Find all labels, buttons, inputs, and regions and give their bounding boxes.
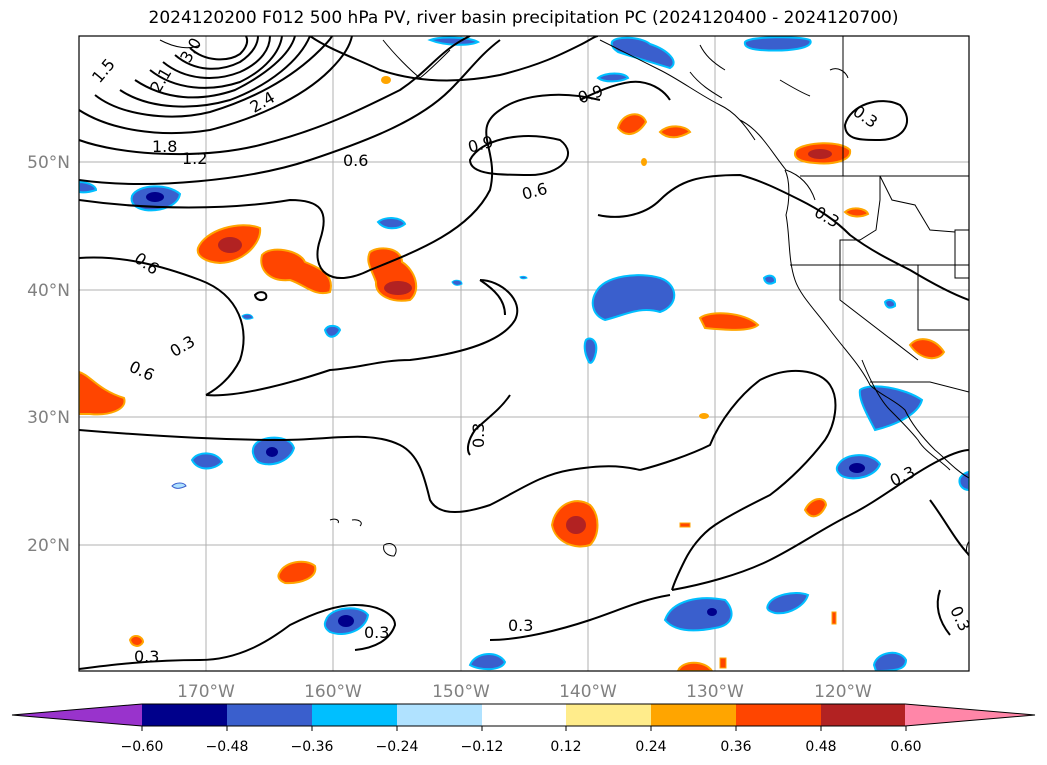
colorbar-extend-max bbox=[905, 704, 1035, 726]
pv-contours bbox=[79, 36, 969, 670]
lat-axis: 50°N 40°N 30°N 20°N bbox=[27, 153, 70, 556]
negative-anomaly-blob bbox=[323, 607, 370, 635]
lat-label: 40°N bbox=[27, 281, 70, 301]
colorbar-tick: 0.24 bbox=[635, 739, 666, 755]
colorbar-bin bbox=[821, 704, 907, 726]
map-title: 2024120200 F012 500 hPa PV, river basin … bbox=[148, 8, 899, 28]
positive-anomaly-blob bbox=[196, 224, 262, 265]
positive-anomaly-blob bbox=[794, 142, 852, 165]
contour-label: 0.3 bbox=[508, 616, 533, 635]
negative-anomaly-blob bbox=[663, 597, 733, 632]
lat-label: 50°N bbox=[27, 153, 70, 173]
colorbar-bin bbox=[312, 704, 398, 726]
positive-anomaly-blob bbox=[803, 498, 828, 518]
positive-anomaly-blob bbox=[908, 338, 946, 360]
positive-anomaly-blob bbox=[128, 76, 870, 671]
lon-label: 130°W bbox=[686, 682, 744, 702]
contour-label: 0.6 bbox=[343, 151, 368, 170]
positive-anomaly-blob bbox=[616, 113, 692, 139]
graticule bbox=[79, 36, 969, 671]
negative-anomaly-blob bbox=[858, 385, 924, 432]
lon-label: 150°W bbox=[432, 682, 490, 702]
lat-label: 20°N bbox=[27, 536, 70, 556]
lon-label: 170°W bbox=[177, 682, 235, 702]
negative-anomaly-blob bbox=[251, 436, 296, 466]
colorbar-bin bbox=[482, 704, 567, 726]
colorbar-bin bbox=[736, 704, 822, 726]
contour-label: 0.3 bbox=[134, 647, 159, 666]
positive-anomaly-blob bbox=[698, 312, 760, 331]
colorbar-tick: 0.36 bbox=[720, 739, 751, 755]
colorbar-extend-min bbox=[12, 704, 142, 726]
map-frame bbox=[78, 35, 970, 672]
colorbar-bin bbox=[566, 704, 652, 726]
lon-axis: 170°W 160°W 150°W 140°W 130°W 120°W bbox=[177, 682, 872, 702]
negative-anomaly-blob bbox=[190, 452, 224, 470]
colorbar-tick: −0.60 bbox=[121, 739, 164, 755]
negative-anomaly-blob bbox=[468, 651, 908, 671]
colorbar-tick: −0.12 bbox=[461, 739, 504, 755]
colorbar-tick: 0.60 bbox=[890, 739, 921, 755]
negative-anomaly-blob bbox=[835, 454, 882, 480]
colorbar-bin bbox=[227, 704, 313, 726]
political-borders bbox=[790, 36, 969, 393]
negative-anomaly-blob bbox=[591, 274, 676, 322]
precip-blobs bbox=[79, 36, 969, 671]
contour-label: 1.8 bbox=[152, 137, 177, 156]
negative-anomaly-blob bbox=[766, 592, 810, 615]
colorbar-bin bbox=[651, 704, 737, 726]
contour-label: 0.3 bbox=[364, 623, 389, 642]
map-panel: 1.5 2.1 3.0 2.4 1.8 1.2 0.6 0.9 0.9 0.6 … bbox=[78, 35, 970, 672]
lon-label: 140°W bbox=[559, 682, 617, 702]
colorbar-tick: −0.24 bbox=[376, 739, 419, 755]
colorbar-bin bbox=[142, 704, 228, 726]
colorbar: −0.60 −0.48 −0.36 −0.24 −0.12 0.12 0.24 … bbox=[11, 703, 1036, 755]
positive-anomaly-blob bbox=[260, 248, 332, 295]
negative-anomaly-blob bbox=[427, 36, 812, 83]
colorbar-tick: 0.48 bbox=[805, 739, 836, 755]
map-background bbox=[79, 36, 969, 671]
positive-anomaly-blob bbox=[277, 560, 317, 585]
colorbar-tick: 0.12 bbox=[550, 739, 581, 755]
negative-anomaly-blob bbox=[79, 180, 969, 492]
lon-label: 120°W bbox=[814, 682, 872, 702]
contour-label: 1.2 bbox=[182, 149, 207, 168]
lon-label: 160°W bbox=[304, 682, 362, 702]
positive-anomaly-blob bbox=[79, 370, 126, 416]
lat-label: 30°N bbox=[27, 408, 70, 428]
colorbar-tick: −0.48 bbox=[206, 739, 249, 755]
colorbar-bin bbox=[397, 704, 483, 726]
colorbar-tick: −0.36 bbox=[291, 739, 334, 755]
positive-anomaly-blob bbox=[367, 247, 418, 302]
positive-anomaly-blob bbox=[550, 500, 599, 548]
contour-label: 0.3 bbox=[469, 423, 488, 448]
